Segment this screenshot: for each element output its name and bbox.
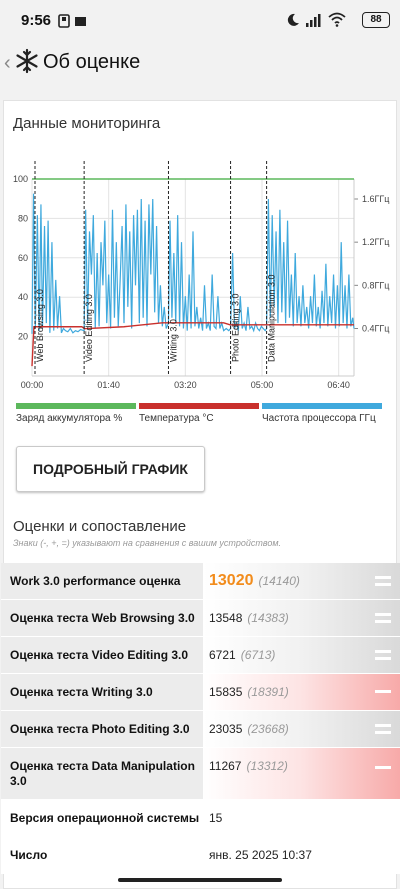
- score-name: Оценка теста Video Editing 3.0: [1, 637, 203, 673]
- battery-icon: 88: [362, 12, 390, 28]
- minus-sign-icon: [375, 766, 391, 769]
- score-row-work[interactable]: Work 3.0 performance оценка 13020 (14140…: [1, 563, 400, 600]
- home-indicator: [118, 878, 282, 882]
- monitoring-chart: 100 80 60 40 20 00:00 01:40 03:20 05:00 06:40 1.6Г…: [13, 161, 389, 390]
- score-value-cell: 6721 (6713): [203, 637, 400, 673]
- y-left-tick-label: 60: [18, 253, 28, 263]
- y-left-tick-label: 40: [18, 292, 28, 302]
- signal-icon: [306, 14, 321, 27]
- info-row-os-version: Версия операционной системы 15: [1, 800, 400, 837]
- x-tick-label: 03:20: [174, 380, 197, 390]
- score-reference: (14383): [247, 611, 289, 625]
- y-left-tick-label: 20: [18, 332, 28, 342]
- wifi-icon: [328, 12, 346, 27]
- score-value: 6721: [209, 648, 236, 662]
- score-value-cell: 23035 (23668): [203, 711, 400, 747]
- app-bar: ‹ Об оценке: [0, 40, 400, 88]
- minus-sign-icon: [375, 690, 391, 693]
- score-row-writing[interactable]: Оценка теста Writing 3.0 15835 (18391): [1, 674, 400, 711]
- legend-battery: Заряд аккумулятора %: [16, 403, 136, 433]
- scores-table: Work 3.0 performance оценка 13020 (14140…: [1, 563, 400, 874]
- x-tick-label: 00:00: [21, 380, 44, 390]
- equal-sign-icon: [375, 650, 391, 660]
- y-right-tick-label: 0.4ГГц: [362, 324, 389, 334]
- score-name: Оценка теста Writing 3.0: [1, 674, 203, 710]
- legend-cpu-frequency-label: Частота процессора ГГц: [262, 413, 376, 424]
- score-name: Оценка теста Photo Editing 3.0: [1, 711, 203, 747]
- phase-label: Photo Editing 3.0: [231, 293, 241, 362]
- score-name: Оценка теста Web Browsing 3.0: [1, 600, 203, 636]
- score-value: 15835: [209, 685, 243, 699]
- legend-cpu-frequency: Частота процессора ГГц: [262, 403, 382, 433]
- info-value: 15: [203, 800, 400, 836]
- status-time: 9:56: [21, 12, 52, 29]
- score-name: Оценка теста Data Manipulation 3.0: [1, 748, 203, 799]
- score-value-cell: 13020 (14140): [203, 563, 400, 599]
- about-score-card: Данные мониторинга 100 80 60 40 20 00:00 01:40…: [1, 100, 400, 889]
- equal-sign-icon: [375, 576, 391, 586]
- x-tick-label: 06:40: [327, 380, 350, 390]
- monitoring-title: Данные мониторинга: [13, 115, 161, 132]
- score-value-cell: 13548 (14383): [203, 600, 400, 636]
- y-right-tick-label: 1.2ГГц: [362, 237, 389, 247]
- phase-label: Data Manipulation 3.0: [267, 274, 277, 362]
- phase-label: Web Browsing 3.0: [35, 289, 45, 362]
- dnd-moon-icon: [287, 13, 299, 26]
- score-value-cell: 15835 (18391): [203, 674, 400, 710]
- legend-temperature-label: Температура °C: [139, 413, 214, 424]
- info-name: Число: [1, 837, 203, 873]
- back-chevron-icon[interactable]: ‹: [4, 52, 11, 74]
- y-left-tick-label: 100: [13, 174, 28, 184]
- score-row-photo-editing[interactable]: Оценка теста Photo Editing 3.0 23035 (23…: [1, 711, 400, 748]
- phase-label: Writing 3.0: [168, 319, 178, 362]
- temperature-series-line: [31, 322, 354, 367]
- equal-sign-icon: [375, 613, 391, 623]
- snowflake-logo-icon[interactable]: [14, 48, 40, 74]
- y-right-tick-label: 0.8ГГц: [362, 280, 389, 290]
- battery-level: 88: [370, 14, 382, 25]
- page-title: Об оценке: [43, 51, 141, 73]
- score-reference: (14140): [258, 574, 300, 588]
- detailed-graph-button[interactable]: ПОДРОБНЫЙ ГРАФИК: [16, 446, 205, 492]
- legend-battery-label: Заряд аккумулятора %: [16, 413, 123, 424]
- y-right-tick-label: 1.6ГГц: [362, 194, 389, 204]
- legend-temperature-swatch: [139, 403, 259, 409]
- info-row-date: Число янв. 25 2025 10:37: [1, 837, 400, 874]
- score-value: 13020: [209, 572, 254, 589]
- score-row-data-manipulation[interactable]: Оценка теста Data Manipulation 3.0 11267…: [1, 748, 400, 800]
- info-name: Версия операционной системы: [1, 800, 203, 836]
- info-value: янв. 25 2025 10:37: [203, 837, 400, 873]
- phase-label: Video Editing 3.0: [84, 294, 94, 362]
- x-tick-label: 05:00: [251, 380, 274, 390]
- score-row-video-editing[interactable]: Оценка теста Video Editing 3.0 6721 (671…: [1, 637, 400, 674]
- x-tick-label: 01:40: [97, 380, 120, 390]
- score-value: 11267: [209, 759, 242, 773]
- score-value: 23035: [209, 722, 243, 736]
- legend-cpu-frequency-swatch: [262, 403, 382, 409]
- score-value-cell: 11267 (13312): [203, 748, 400, 799]
- status-bar: 9:56 88: [0, 0, 400, 40]
- legend-temperature: Температура °C: [139, 403, 259, 433]
- y-left-tick-label: 80: [18, 213, 28, 223]
- score-reference: (18391): [247, 685, 289, 699]
- score-value: 13548: [209, 611, 243, 625]
- notification-icons: [58, 14, 86, 28]
- score-reference: (6713): [240, 648, 276, 662]
- score-row-web-browsing[interactable]: Оценка теста Web Browsing 3.0 13548 (143…: [1, 600, 400, 637]
- chart-legend: Заряд аккумулятора % Температура °C Част…: [16, 403, 386, 433]
- cpu-frequency-series-line: [31, 193, 355, 334]
- legend-battery-swatch: [16, 403, 136, 409]
- equal-sign-icon: [375, 724, 391, 734]
- score-name: Work 3.0 performance оценка: [1, 563, 203, 599]
- scores-title: Оценки и сопоставление: [13, 518, 187, 535]
- score-reference: (23668): [247, 722, 289, 736]
- score-reference: (13312): [246, 759, 288, 773]
- scores-hint: Знаки (-, +, =) указывают на сравнения с…: [13, 538, 282, 548]
